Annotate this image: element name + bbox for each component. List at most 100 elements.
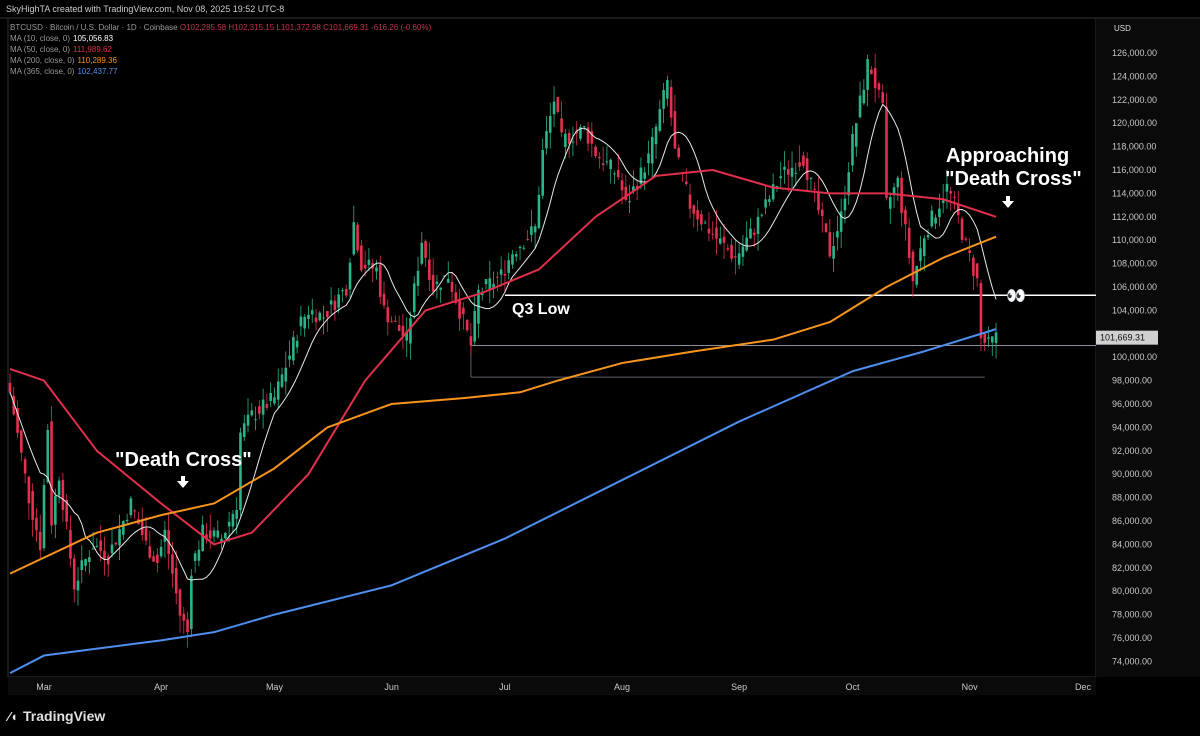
- tradingview-logo[interactable]: ⁄◖ TradingView: [8, 708, 106, 724]
- ma50-line[interactable]: [9, 169, 997, 546]
- candle-body: [227, 521, 231, 527]
- candle-body: [994, 332, 998, 343]
- candle-body: [401, 325, 405, 337]
- candle-body: [292, 337, 295, 361]
- candle-body: [88, 557, 91, 563]
- time-tick-label: May: [266, 682, 284, 692]
- price-tick-label: 92,000.00: [1112, 446, 1152, 456]
- candle-body: [779, 176, 783, 179]
- candle-body: [269, 392, 272, 402]
- currency-label[interactable]: USD: [1114, 24, 1131, 33]
- plot-area: [7, 17, 1097, 678]
- candle-body: [964, 238, 968, 240]
- candle-body: [632, 186, 635, 191]
- candle-body: [548, 116, 552, 133]
- candle-body: [847, 172, 851, 196]
- candle-body: [42, 485, 46, 549]
- time-tick-label: Jul: [499, 682, 511, 692]
- candle-body: [718, 238, 722, 244]
- candle-body: [469, 336, 473, 346]
- eyes-emoji: 👀: [1006, 288, 1026, 305]
- candle-body: [953, 196, 956, 198]
- candle-body: [941, 200, 945, 203]
- legend-ma50[interactable]: MA (50, close, 0) 111,989.62: [10, 45, 112, 54]
- candle-body: [488, 278, 492, 290]
- candle-body: [885, 106, 888, 198]
- candle-body: [76, 580, 80, 591]
- ma200-line[interactable]: [9, 235, 997, 575]
- candle-body: [110, 544, 114, 554]
- candle-body: [428, 259, 431, 281]
- candle-body: [171, 554, 174, 574]
- candle-body: [707, 228, 711, 234]
- time-tick-label: Sep: [731, 682, 747, 692]
- candle-body: [220, 538, 223, 543]
- candle-body: [420, 242, 424, 264]
- legend-ma200[interactable]: MA (200, close, 0) 110,289.36: [10, 56, 117, 65]
- price-tick-label: 100,000.00: [1112, 352, 1157, 362]
- candle-body: [261, 399, 265, 415]
- candle-body: [862, 89, 866, 104]
- symbol-info[interactable]: BTCUSD · Bitcoin / U.S. Dollar · 1D · Co…: [10, 23, 178, 32]
- candle-body: [99, 540, 102, 552]
- candle-body: [454, 292, 458, 304]
- candle-body: [518, 246, 522, 249]
- candle-body: [764, 199, 767, 208]
- candle-body: [639, 167, 643, 184]
- candle-body: [828, 232, 832, 257]
- candle-body: [511, 254, 514, 265]
- candle-body: [715, 227, 718, 239]
- candle-body: [775, 186, 779, 188]
- candle-body: [794, 172, 798, 174]
- candle-body: [522, 247, 526, 249]
- price-tick-label: 108,000.00: [1112, 259, 1157, 269]
- candle-body: [854, 123, 858, 147]
- candle-body: [424, 240, 427, 258]
- ma10-line[interactable]: [9, 103, 997, 581]
- candle-body: [684, 181, 688, 185]
- candle-body: [390, 321, 393, 323]
- legend-ma10[interactable]: MA (10, close, 0) 105,056.83: [10, 34, 114, 43]
- candle-body: [990, 336, 994, 343]
- candle-body: [295, 340, 299, 348]
- candle-body: [571, 141, 575, 143]
- candle-body: [16, 408, 19, 433]
- candle-body: [174, 567, 178, 594]
- price-tick-label: 94,000.00: [1112, 422, 1152, 432]
- candle-body: [530, 226, 533, 235]
- candle-body: [201, 524, 204, 552]
- last-price-label: 101,669.31: [1100, 333, 1145, 343]
- candle-body: [303, 316, 306, 329]
- candle-body: [280, 374, 284, 387]
- candle-body: [628, 201, 631, 203]
- price-axis[interactable]: [1096, 18, 1200, 677]
- candle-body: [979, 282, 983, 339]
- price-tick-label: 98,000.00: [1112, 376, 1152, 386]
- candle-body: [741, 246, 745, 257]
- candle-body: [760, 214, 764, 216]
- candle-body: [310, 310, 314, 315]
- candle-body: [276, 381, 280, 400]
- candle-body: [193, 553, 197, 561]
- candle-body: [224, 532, 227, 539]
- candle-body: [46, 430, 50, 483]
- candle-body: [537, 194, 541, 229]
- candle-body: [57, 480, 61, 496]
- price-tick-label: 118,000.00: [1112, 142, 1156, 152]
- candle-body: [337, 294, 340, 308]
- candle-body: [190, 575, 193, 630]
- time-axis[interactable]: [8, 677, 1096, 695]
- candle-body: [756, 216, 760, 234]
- candle-body: [348, 262, 352, 290]
- candle-body: [730, 244, 733, 259]
- candle-body: [805, 158, 809, 181]
- legend-ma365[interactable]: MA (365, close, 0) 102,437.77: [10, 67, 118, 76]
- price-tick-label: 110,000.00: [1112, 235, 1156, 245]
- ma365-line[interactable]: [9, 328, 997, 674]
- candle-body: [473, 310, 476, 342]
- candle-body: [605, 161, 609, 163]
- candle-body: [624, 186, 628, 200]
- down-arrow-icon: [1002, 196, 1014, 208]
- candle-body: [35, 517, 38, 531]
